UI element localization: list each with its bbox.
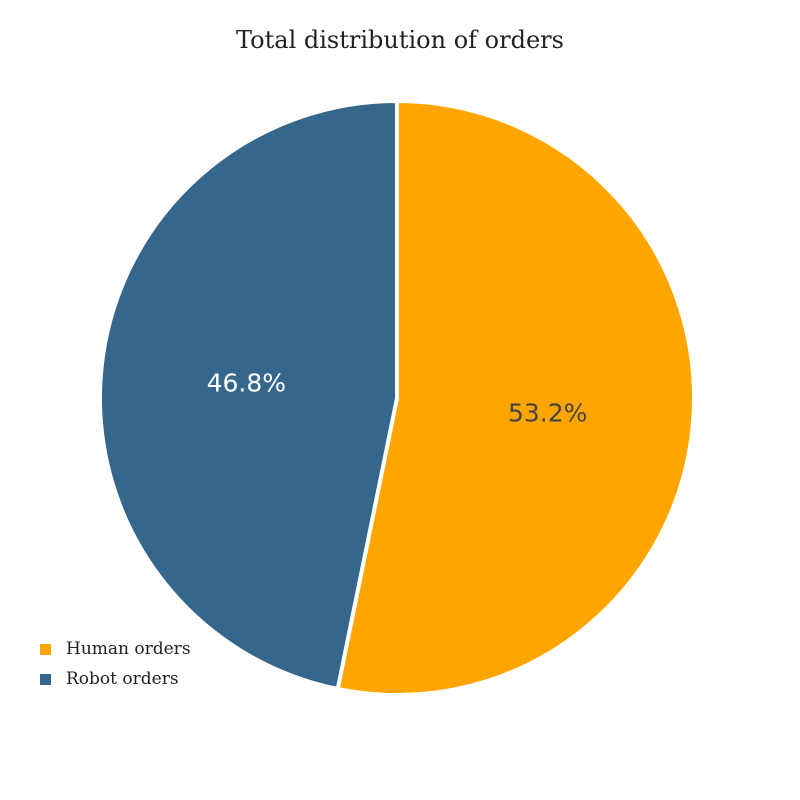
pie-slice-human-orders[interactable]: [335, 99, 696, 697]
slice-value-label-robot-orders: 46.8%: [207, 368, 286, 397]
legend-label-robot-orders: Robot orders: [66, 669, 179, 689]
legend-swatch-human-orders: [40, 643, 51, 655]
legend: Human orders Robot orders: [40, 634, 191, 694]
legend-label-human-orders: Human orders: [66, 639, 191, 659]
legend-item-robot-orders[interactable]: Robot orders: [40, 664, 191, 694]
pie-slice-robot-orders[interactable]: [98, 99, 399, 692]
slice-value-label-human-orders: 53.2%: [508, 399, 587, 428]
legend-swatch-robot-orders: [40, 673, 51, 685]
legend-item-human-orders[interactable]: Human orders: [40, 634, 191, 664]
chart-title: Total distribution of orders: [236, 26, 564, 54]
